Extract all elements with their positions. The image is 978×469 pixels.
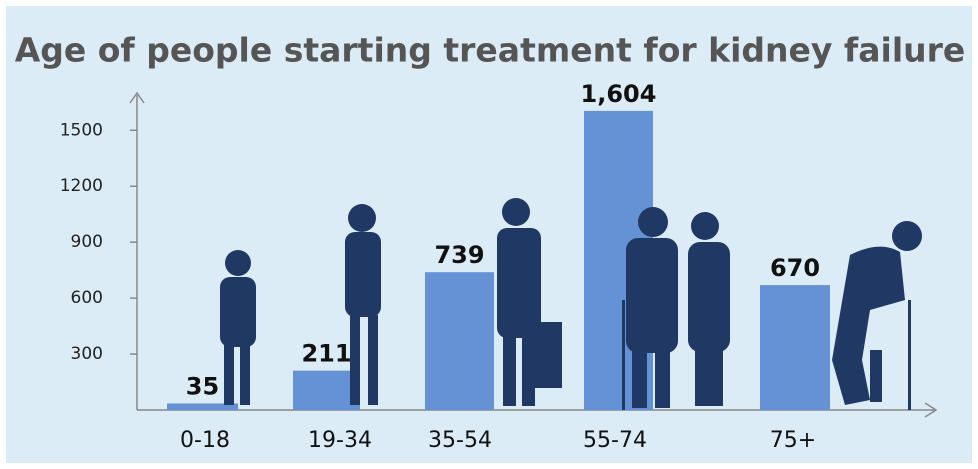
y-tick-label: 600 [71,288,103,308]
x-tick-label: 35-54 [428,428,492,453]
x-tick-label: 55-74 [583,428,647,453]
bar [760,285,830,410]
bar [293,370,360,410]
value-label: 35 [186,372,219,400]
chart-title: Age of people starting treatment for kid… [15,31,966,70]
y-tick-label: 1500 [60,120,103,140]
value-label: 211 [301,340,351,368]
y-arrow [129,91,145,104]
value-label: 670 [770,254,820,282]
y-tick-label: 1200 [60,176,103,196]
value-label: 1,604 [581,80,657,108]
x-tick-label: 19-34 [308,428,372,453]
x-arrow [924,402,938,418]
x-tick-label: 0-18 [180,428,230,453]
x-tick-label: 75+ [770,428,816,453]
value-label: 739 [434,241,484,269]
bar [425,272,494,410]
bars [167,110,830,410]
y-tick-label: 300 [71,344,103,364]
silhouettes [220,198,922,410]
bar [167,403,238,410]
y-tick-label: 900 [71,232,103,252]
